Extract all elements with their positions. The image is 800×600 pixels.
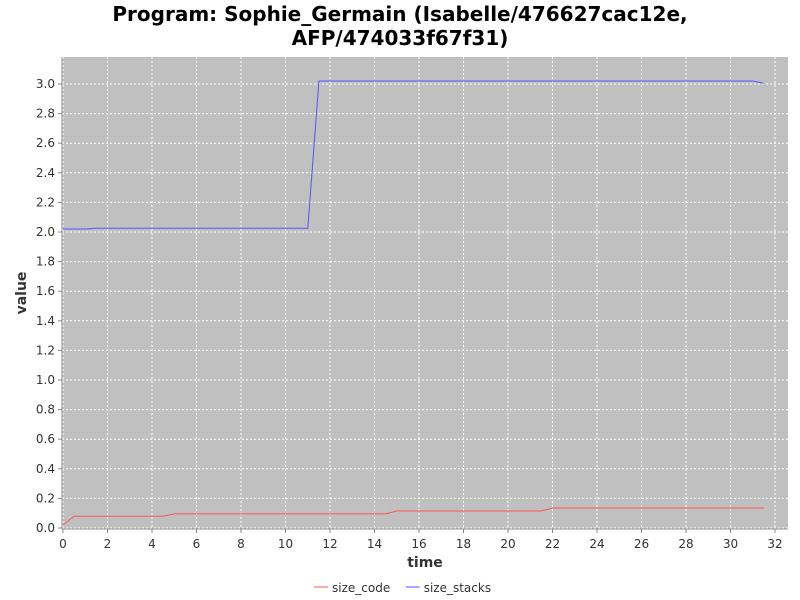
y-tick-label: 1.0	[36, 373, 55, 387]
grid-lines	[62, 57, 788, 529]
x-tick-label: 18	[456, 537, 471, 551]
series-line-size-code	[62, 507, 764, 526]
y-tick-label: 0.2	[36, 491, 55, 505]
plot-area	[62, 57, 788, 529]
y-tick-label: 2.6	[36, 136, 55, 150]
x-tick-label: 26	[634, 537, 649, 551]
legend-label-size-stacks: size_stacks	[424, 581, 491, 595]
x-tick-label: 0	[59, 537, 67, 551]
y-tick-label: 2.8	[36, 107, 55, 121]
x-tick-label: 8	[237, 537, 245, 551]
x-tick-label: 6	[193, 537, 201, 551]
x-tick-label: 14	[367, 537, 382, 551]
x-axis-title: time	[407, 555, 443, 571]
x-tick-label: 2	[104, 537, 112, 551]
x-tick-label: 24	[589, 537, 604, 551]
chart-title-line-2: AFP/474033f67f31)	[291, 26, 509, 50]
x-tick-label: 28	[678, 537, 693, 551]
chart-title-line-1: Program: Sophie_Germain (Isabelle/476627…	[112, 2, 688, 26]
y-tick-label: 1.2	[36, 343, 55, 357]
legend-label-size-code: size_code	[332, 581, 390, 595]
y-tick-label: 2.0	[36, 225, 55, 239]
x-tick-label: 12	[322, 537, 337, 551]
y-tick-label: 0.0	[36, 521, 55, 535]
x-tick-label: 22	[545, 537, 560, 551]
y-axis-title: value	[14, 272, 30, 315]
axes	[58, 57, 788, 533]
legend: size_code size_stacks	[314, 581, 491, 595]
y-tick-label: 3.0	[36, 77, 55, 91]
tick-labels: 0 2 4 6 8 10 12 14 16 18 20 22 24 26 28 30 320.00.20.40.…	[36, 77, 783, 551]
x-tick-label: 20	[500, 537, 515, 551]
y-tick-label: 2.4	[36, 166, 55, 180]
x-tick-label: 32	[767, 537, 782, 551]
y-tick-label: 0.4	[36, 462, 55, 476]
y-tick-label: 1.4	[36, 314, 55, 328]
y-tick-label: 1.8	[36, 255, 55, 269]
y-tick-label: 0.8	[36, 403, 55, 417]
x-tick-label: 4	[148, 537, 156, 551]
y-tick-label: 1.6	[36, 284, 55, 298]
y-tick-label: 0.6	[36, 432, 55, 446]
series-line-size-stacks	[63, 80, 765, 230]
x-tick-label: 16	[411, 537, 426, 551]
chart-title: Program: Sophie_Germain (Isabelle/476627…	[0, 2, 800, 50]
y-tick-label: 2.2	[36, 195, 55, 209]
series-lines	[62, 80, 765, 526]
x-tick-label: 30	[723, 537, 738, 551]
x-tick-label: 10	[278, 537, 293, 551]
